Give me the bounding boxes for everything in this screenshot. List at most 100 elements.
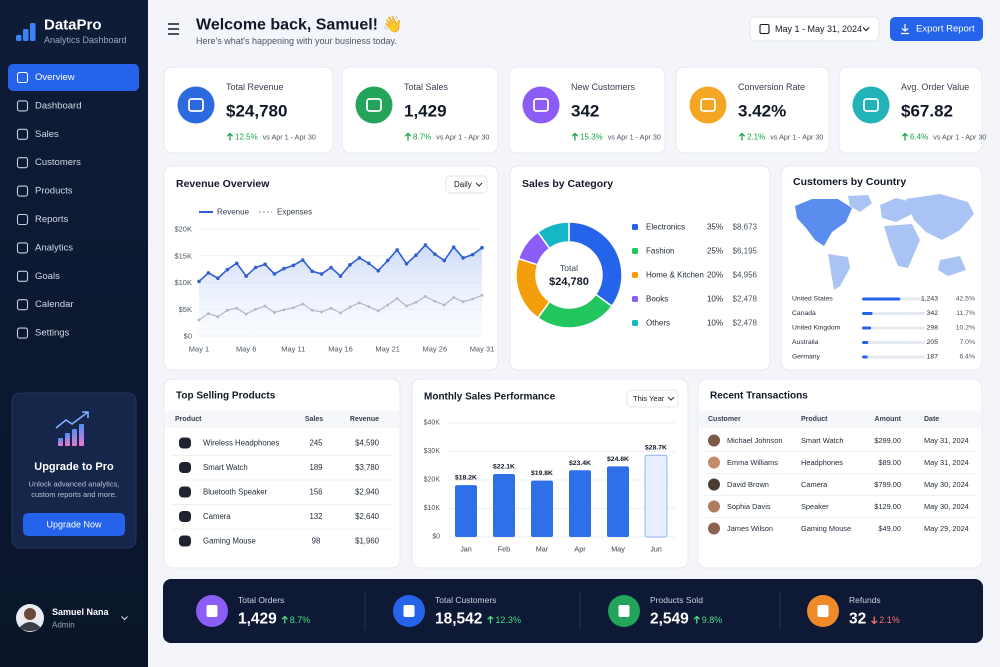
arrow-up-icon xyxy=(281,615,288,624)
nav-active[interactable] xyxy=(8,64,139,91)
label: James Wilson xyxy=(727,524,773,533)
nav-item[interactable]: Sales xyxy=(35,129,59,140)
label: 3.42% xyxy=(738,102,786,121)
share-bar xyxy=(862,341,869,344)
map-region xyxy=(795,199,852,246)
export-button[interactable] xyxy=(890,17,983,41)
x-tick-label: Jun xyxy=(650,545,662,554)
y-tick-label: $0 xyxy=(184,332,192,341)
label: vs Apr 1 - Apr 30 xyxy=(770,133,823,142)
label: Gaming Mouse xyxy=(203,537,256,546)
series-point xyxy=(301,302,305,306)
label: $129.00 xyxy=(874,502,901,511)
series-point xyxy=(367,305,371,308)
nav-item[interactable]: Reports xyxy=(35,214,69,225)
arrow-up-icon xyxy=(571,132,579,141)
share-track xyxy=(862,341,925,344)
nav-item[interactable]: Calendar xyxy=(35,299,74,310)
share-label: 10.2% xyxy=(956,325,975,332)
filter-dropdown[interactable] xyxy=(626,389,679,408)
series-point xyxy=(216,315,220,319)
label: $24,780 xyxy=(549,276,589,288)
series-point xyxy=(442,303,446,307)
label: 189 xyxy=(309,463,322,472)
series-point xyxy=(442,258,447,263)
nav-icon xyxy=(16,327,29,339)
kpi-icon-glyph xyxy=(863,98,879,112)
label: $1,960 xyxy=(355,537,380,546)
series-point xyxy=(423,243,428,247)
series-point xyxy=(424,295,427,298)
label: May 31, 2024 xyxy=(924,436,969,445)
label: Avg. Order Value xyxy=(901,82,969,92)
product-icon xyxy=(179,462,191,473)
date-range[interactable]: May 1 - May 31, 2024 xyxy=(775,24,862,34)
series-point xyxy=(197,318,201,322)
logo-bar xyxy=(30,23,36,41)
filter-label[interactable]: This Year xyxy=(633,394,665,403)
label: $49.00 xyxy=(878,524,901,533)
series-point xyxy=(254,307,257,311)
nav-item[interactable]: Dashboard xyxy=(35,100,81,111)
date-picker[interactable] xyxy=(749,16,880,42)
label: Total Sales xyxy=(404,82,449,92)
legend-label: Fashion xyxy=(646,247,674,256)
upgrade-icon-bar xyxy=(58,438,63,446)
y-tick-label: $30K xyxy=(424,448,441,455)
x-tick-label: Jan xyxy=(460,545,472,554)
product-icon xyxy=(179,535,191,547)
export-label[interactable]: Export Report xyxy=(916,24,975,35)
kpi-icon-glyph xyxy=(366,98,382,112)
series-point xyxy=(405,304,408,308)
y-tick-label: $20K xyxy=(424,477,441,484)
nav-item[interactable]: Products xyxy=(35,186,73,197)
summary-icon-glyph xyxy=(618,605,630,617)
kpi-icon-glyph xyxy=(533,98,549,112)
legend-label: Books xyxy=(646,295,668,304)
product-icon xyxy=(179,486,191,498)
nav-item[interactable]: Settings xyxy=(35,328,70,339)
arrow-up-icon xyxy=(487,615,494,624)
kpi-icon xyxy=(177,86,215,124)
label: Michael Johnson xyxy=(727,436,782,445)
nav-item[interactable]: Customers xyxy=(35,157,81,168)
bar xyxy=(531,480,553,537)
upgrade-icon-bar xyxy=(79,424,84,446)
series-point xyxy=(282,266,286,271)
bar-value-label: $18.2K xyxy=(455,475,477,482)
nav-icon xyxy=(16,100,29,112)
bar-value-label: $19.8K xyxy=(531,470,553,477)
series-point xyxy=(339,311,342,315)
x-tick-label: May 26 xyxy=(423,345,448,354)
country-name: Canada xyxy=(792,310,816,317)
country-count: 187 xyxy=(927,354,939,361)
country-count: 205 xyxy=(927,339,939,346)
nav-item[interactable]: Analytics xyxy=(35,242,73,253)
upgrade-button[interactable] xyxy=(23,513,125,536)
arrow-down-icon xyxy=(871,616,878,625)
filter-dropdown[interactable] xyxy=(445,175,488,194)
label: $3,780 xyxy=(355,463,380,472)
series-point xyxy=(480,245,484,250)
label: $799.00 xyxy=(874,480,901,489)
amount-label: $4,956 xyxy=(733,271,758,280)
customer-avatar xyxy=(708,434,720,447)
column-header: Customer xyxy=(708,416,741,423)
series-point xyxy=(386,303,390,307)
nav-icon xyxy=(16,270,29,282)
legend-swatch xyxy=(632,320,638,326)
nav-item[interactable]: Goals xyxy=(35,271,60,282)
column-header: Revenue xyxy=(350,416,379,423)
kpi-icon xyxy=(355,86,393,124)
label: $24,780 xyxy=(226,102,287,121)
filter-label[interactable]: Daily xyxy=(454,180,472,189)
label: custom reports and more. xyxy=(31,490,116,499)
label: Analytics Dashboard xyxy=(44,35,127,45)
x-tick-label: Mar xyxy=(536,545,549,554)
upgrade-button-label[interactable]: Upgrade Now xyxy=(46,520,102,530)
share-bar xyxy=(862,312,873,315)
share-label: 11.7% xyxy=(956,310,975,317)
summary-icon-glyph xyxy=(817,605,829,617)
label: $67.82 xyxy=(901,102,953,121)
nav-item[interactable]: Overview xyxy=(35,72,75,83)
